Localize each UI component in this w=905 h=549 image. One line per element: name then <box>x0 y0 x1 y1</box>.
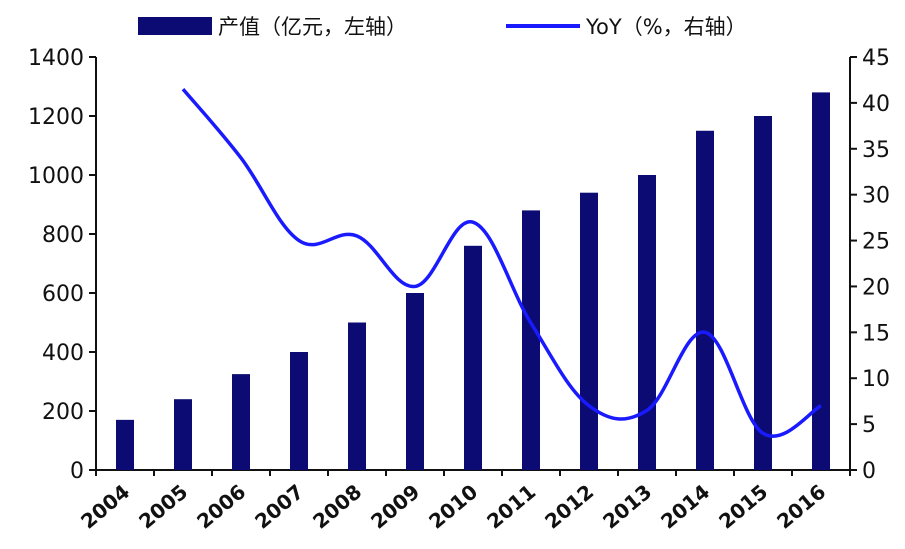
x-tick-label: 2016 <box>772 479 830 533</box>
bar-2007 <box>290 352 308 470</box>
x-tick-label: 2006 <box>192 479 250 533</box>
bar-2009 <box>406 293 424 470</box>
left-tick-label: 200 <box>42 400 84 425</box>
x-tick-label: 2015 <box>714 479 772 533</box>
legend-bar-label: 产值（亿元，左轴） <box>218 15 407 39</box>
right-tick-label: 5 <box>862 413 876 438</box>
x-tick-label: 2013 <box>598 479 656 533</box>
right-tick-label: 25 <box>862 230 890 255</box>
x-tick-label: 2007 <box>250 479 308 533</box>
bar-2005 <box>174 399 192 470</box>
bar-2016 <box>812 92 830 471</box>
bar-2010 <box>464 245 482 470</box>
right-tick-label: 15 <box>862 321 890 346</box>
x-tick-label: 2005 <box>134 479 192 533</box>
x-tick-label: 2012 <box>540 479 598 533</box>
x-tick-label: 2011 <box>482 479 540 533</box>
bar-2014 <box>696 130 714 470</box>
x-tick-label: 2009 <box>366 479 424 533</box>
left-tick-label: 800 <box>42 223 84 248</box>
legend-line-label: YoY（%，右轴） <box>585 15 747 39</box>
bar-2008 <box>348 322 366 470</box>
left-tick-label: 1200 <box>28 105 84 130</box>
left-tick-label: 600 <box>42 282 84 307</box>
right-tick-label: 30 <box>862 184 890 209</box>
x-tick-label: 2004 <box>76 479 134 533</box>
right-tick-label: 20 <box>862 275 890 300</box>
bar-2012 <box>580 192 598 470</box>
left-tick-label: 1400 <box>28 46 84 71</box>
right-tick-label: 0 <box>862 459 876 484</box>
left-tick-label: 0 <box>70 459 84 484</box>
right-tick-label: 45 <box>862 46 890 71</box>
bar-2013 <box>638 175 656 470</box>
right-tick-label: 40 <box>862 92 890 117</box>
legend: 产值（亿元，左轴） YoY（%，右轴） <box>138 15 747 39</box>
right-tick-label: 10 <box>862 367 890 392</box>
left-tick-label: 1000 <box>28 164 84 189</box>
line-series <box>181 87 822 438</box>
bar-series <box>116 92 830 471</box>
bar-2011 <box>522 210 540 470</box>
x-tick-label: 2014 <box>656 479 714 533</box>
bar-2015 <box>754 116 772 470</box>
x-tick-label: 2010 <box>424 479 482 533</box>
left-tick-label: 400 <box>42 341 84 366</box>
legend-bar-swatch <box>138 17 212 35</box>
x-tick-label: 2008 <box>308 479 366 533</box>
yoy-line <box>181 87 822 438</box>
bar-2006 <box>232 374 250 470</box>
bar-2004 <box>116 419 134 470</box>
right-tick-label: 35 <box>862 138 890 163</box>
